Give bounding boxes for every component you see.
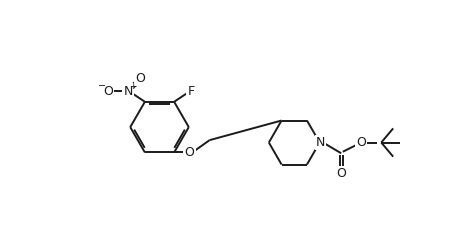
Text: −: − — [98, 81, 106, 91]
Text: O: O — [185, 146, 194, 159]
Text: N: N — [123, 84, 133, 98]
Text: F: F — [187, 84, 195, 98]
Text: O: O — [356, 136, 366, 149]
Text: O: O — [135, 72, 145, 85]
Text: O: O — [336, 167, 346, 180]
Text: N: N — [316, 136, 325, 149]
Text: O: O — [103, 84, 113, 98]
Text: +: + — [129, 82, 137, 91]
